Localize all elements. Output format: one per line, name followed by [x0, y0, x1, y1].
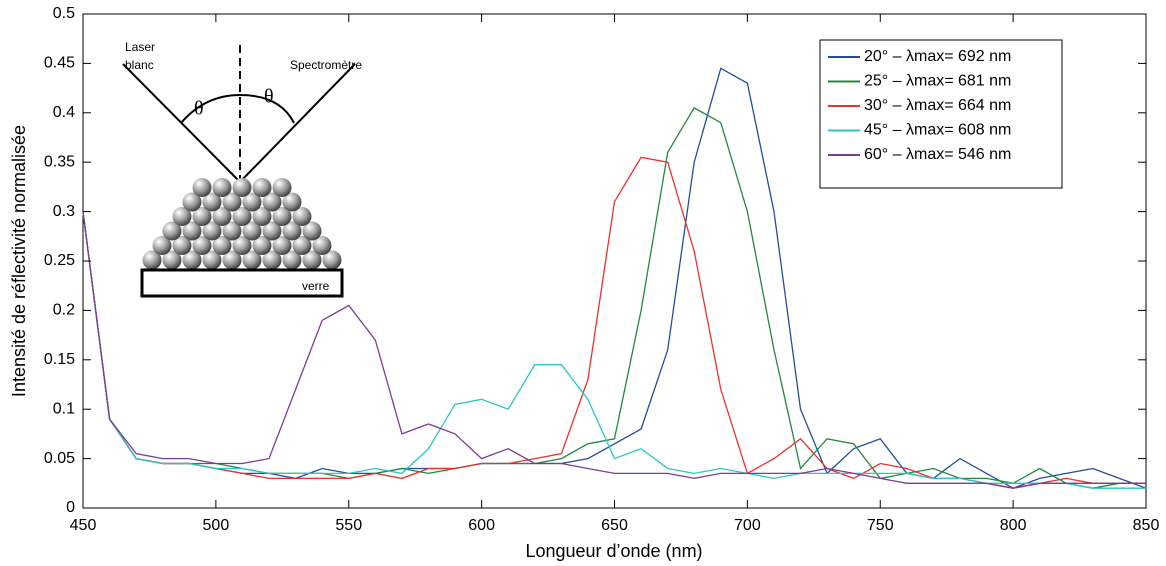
sphere: [212, 236, 232, 255]
y-tick-label: 0: [66, 499, 75, 516]
sphere: [272, 236, 292, 255]
sphere: [192, 178, 212, 197]
sphere: [312, 236, 332, 255]
sphere: [242, 250, 262, 270]
sphere: [212, 178, 232, 197]
sphere: [252, 236, 272, 255]
sphere: [182, 192, 202, 212]
sphere: [222, 192, 242, 212]
sphere: [232, 236, 252, 255]
x-tick-label: 450: [70, 517, 97, 534]
sphere: [262, 250, 282, 270]
sphere: [222, 221, 242, 241]
sphere: [262, 192, 282, 212]
sphere: [182, 221, 202, 241]
y-tick-label: 0.3: [53, 203, 75, 220]
x-tick-label: 550: [335, 517, 362, 534]
x-tick-label: 500: [203, 517, 230, 534]
x-tick-label: 650: [601, 517, 628, 534]
annotation: verre: [302, 279, 330, 293]
sphere: [202, 192, 222, 212]
sphere: [252, 178, 272, 197]
sphere: [172, 207, 192, 226]
x-tick-label: 850: [1133, 517, 1160, 534]
sphere: [272, 178, 292, 197]
y-tick-label: 0.5: [53, 5, 75, 22]
annotation: Spectromètre: [290, 58, 362, 72]
legend-label: 20° – λmax= 692 nm: [864, 48, 1011, 65]
data-line: [82, 67, 1147, 489]
sphere: [282, 192, 302, 212]
sphere: [232, 207, 252, 226]
sphere: [322, 250, 342, 270]
glass-substrate: [140, 268, 344, 298]
legend-label: 30° – λmax= 664 nm: [864, 97, 1011, 114]
annotation: θ: [264, 86, 274, 108]
sphere: [212, 207, 232, 226]
sphere: [302, 221, 322, 241]
sphere: [242, 192, 262, 212]
sphere: [162, 221, 182, 241]
x-tick-label: 700: [734, 517, 761, 534]
sphere: [172, 236, 192, 255]
annotation: θ: [194, 98, 204, 120]
y-tick-label: 0.05: [44, 450, 75, 467]
sphere: [192, 207, 212, 226]
data-line: [82, 211, 1146, 489]
y-tick-label: 0.45: [44, 55, 75, 72]
reflected-beam: [239, 63, 356, 183]
annotation: Laser: [125, 40, 155, 54]
annotation: blanc: [125, 58, 154, 72]
legend-label: 45° – λmax= 608 nm: [864, 122, 1011, 139]
x-axis-label: Longueur d’onde (nm): [525, 541, 702, 561]
sphere: [252, 207, 272, 226]
legend-label: 60° – λmax= 546 nm: [864, 146, 1011, 163]
angle-arc: [239, 94, 295, 124]
y-axis-label: Intensité de réflectivité normalisée: [9, 125, 29, 397]
sphere: [152, 236, 172, 255]
legend-label: 25° – λmax= 681 nm: [864, 73, 1011, 90]
sphere: [202, 221, 222, 241]
y-tick-label: 0.4: [53, 104, 75, 121]
sphere: [202, 250, 222, 270]
legend: [819, 39, 1063, 189]
y-tick-label: 0.2: [53, 302, 75, 319]
sphere: [192, 236, 212, 255]
sphere: [272, 207, 292, 226]
x-tick-label: 750: [867, 517, 894, 534]
sphere: [242, 221, 262, 241]
x-tick-label: 600: [468, 517, 495, 534]
y-tick-label: 0.25: [44, 252, 75, 269]
sphere: [182, 250, 202, 270]
setup-diagram: Laser blanc Spectromètre θ θ verre: [122, 40, 362, 298]
sphere: [282, 221, 302, 241]
angle-arc: [180, 94, 241, 124]
data-line: [82, 211, 1146, 489]
sphere: [302, 250, 322, 270]
sphere: [142, 250, 162, 270]
sphere: [292, 207, 312, 226]
y-tick-label: 0.35: [44, 153, 75, 170]
sphere: [162, 250, 182, 270]
y-tick-label: 0.1: [53, 400, 75, 417]
sphere: [232, 178, 252, 197]
sphere: [292, 236, 312, 255]
sphere: [262, 221, 282, 241]
y-tick-label: 0.15: [44, 351, 75, 368]
x-tick-label: 800: [1000, 517, 1027, 534]
sphere: [222, 250, 242, 270]
sphere: [282, 250, 302, 270]
